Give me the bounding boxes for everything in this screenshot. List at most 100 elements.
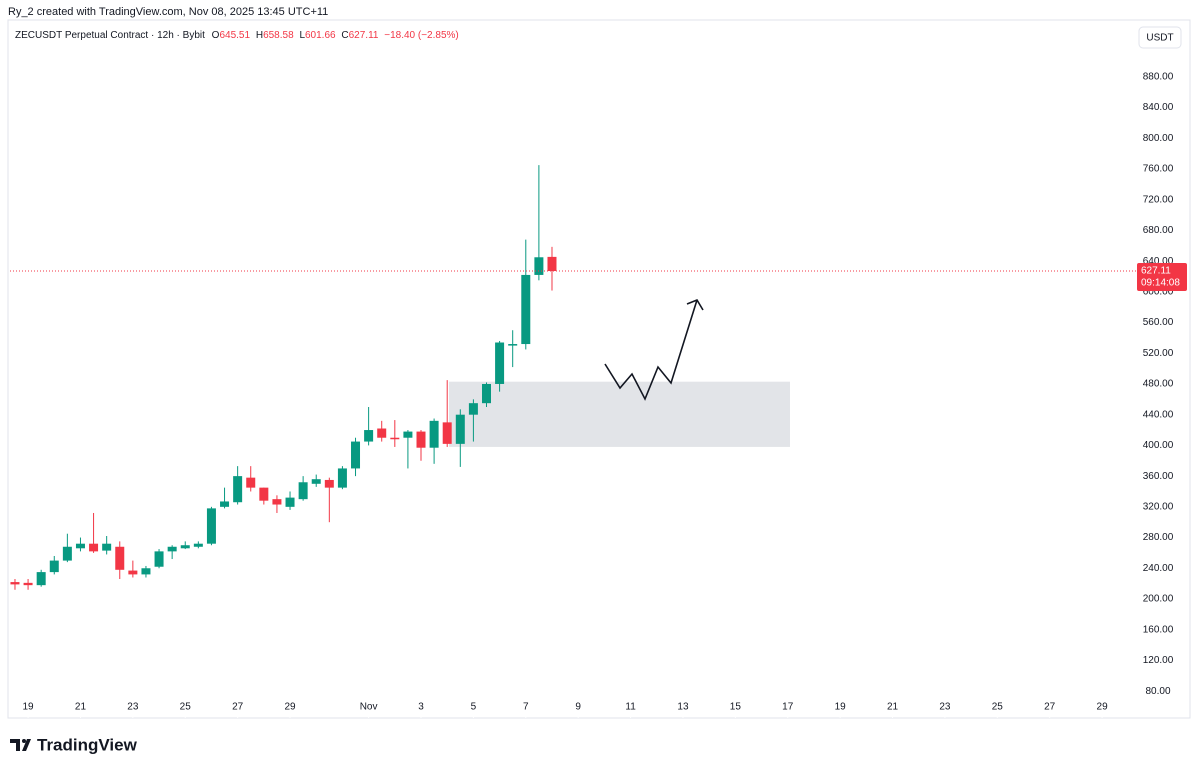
candle-body	[259, 487, 269, 501]
y-tick-label: 280.00	[1143, 532, 1174, 543]
y-tick-label: 440.00	[1143, 409, 1174, 420]
ohlc-letter: C	[341, 30, 348, 41]
candle-body	[180, 545, 190, 549]
candle-body	[36, 572, 46, 586]
candle-body	[508, 344, 518, 346]
currency-box[interactable]	[1138, 26, 1182, 49]
currency[interactable]: USDT	[1146, 33, 1173, 44]
price-tag-value: 627.11	[1141, 266, 1171, 277]
y-tick-label: 400.00	[1143, 440, 1174, 451]
candle-body	[154, 551, 164, 567]
ohlc-letter: O	[212, 30, 220, 41]
y-tick-label: 560.00	[1143, 317, 1174, 328]
candle-body	[495, 342, 505, 384]
candle-body	[272, 499, 282, 505]
candle-body	[416, 431, 426, 448]
candle-body	[534, 257, 544, 275]
candle-body	[193, 543, 203, 547]
candle-body	[311, 479, 321, 484]
x-tick-label: 5	[471, 702, 477, 713]
candle-body	[167, 546, 177, 552]
candle-body	[364, 430, 374, 442]
projection-arrow	[604, 299, 704, 401]
y-tick-label: 160.00	[1143, 624, 1174, 635]
y-tick-label: 240.00	[1143, 563, 1174, 574]
candle-body	[89, 543, 99, 552]
candle-body	[455, 414, 465, 444]
ohlc-value: 645.51	[219, 30, 250, 41]
ohlc-value: 627.11	[349, 30, 379, 41]
ohlc-letter: L	[299, 30, 305, 41]
y-tick-label: 760.00	[1143, 164, 1174, 175]
candle-body	[468, 403, 478, 415]
countdown: 09:14:08	[1141, 278, 1180, 289]
x-tick-label: 3	[418, 702, 424, 713]
x-tick-label: 15	[730, 702, 742, 713]
candle-layer	[10, 165, 557, 590]
candle-body	[481, 383, 491, 404]
zone	[449, 381, 790, 447]
candle-body	[547, 256, 557, 272]
y-tick-label: 880.00	[1143, 71, 1174, 82]
ohlc-value: 658.58	[263, 30, 294, 41]
candle-body	[75, 543, 85, 549]
candle-body	[115, 546, 125, 570]
x-tick-label: 29	[1097, 702, 1109, 713]
credit: Ry_2 created with TradingView.com, Nov 0…	[8, 6, 328, 18]
x-tick-label: 9	[575, 702, 581, 713]
candle-body	[246, 477, 256, 488]
zone-layer	[449, 381, 790, 447]
candle-body	[442, 422, 452, 444]
y-tick-label: 840.00	[1143, 102, 1174, 113]
x-tick-label: 13	[677, 702, 689, 713]
x-tick-label: 19	[835, 702, 847, 713]
candle-body	[521, 274, 531, 345]
x-tick-label: 11	[625, 702, 636, 713]
candle-body	[233, 476, 243, 503]
logo-dot	[22, 739, 26, 743]
candle-body	[62, 546, 72, 561]
candle-body	[377, 428, 387, 438]
candle-body	[390, 437, 400, 440]
price-tag	[1137, 263, 1187, 292]
x-tick-label: Nov	[360, 702, 378, 713]
x-tick-label: 29	[284, 702, 296, 713]
candle-body	[23, 582, 33, 586]
x-tick-label: 25	[180, 702, 192, 713]
x-tick-label: 23	[127, 702, 139, 713]
y-tick-label: 120.00	[1143, 655, 1174, 666]
candle-body	[102, 543, 112, 551]
x-tick-label: 27	[1044, 702, 1056, 713]
candle-body	[298, 482, 308, 500]
brand: TradingView	[37, 735, 138, 754]
y-tick-label: 600.00	[1143, 286, 1174, 297]
candle-body	[351, 441, 361, 469]
y-tick-label: 800.00	[1143, 133, 1174, 144]
candle-body	[206, 508, 216, 544]
y-tick-label: 360.00	[1143, 471, 1174, 482]
candle-body	[49, 560, 59, 573]
x-tick-label: 21	[75, 702, 87, 713]
x-tick-label: 25	[992, 702, 1004, 713]
y-tick-label: 640.00	[1143, 256, 1174, 267]
y-tick-label: 480.00	[1143, 379, 1174, 390]
change: −18.40 (−2.85%)	[384, 30, 459, 41]
x-tick-label: 23	[939, 702, 951, 713]
y-tick-label: 680.00	[1143, 225, 1174, 236]
y-tick-label: 720.00	[1143, 194, 1174, 205]
frame	[7, 19, 1191, 719]
ohlc-value: 601.66	[305, 30, 336, 41]
y-tick-label: 200.00	[1143, 594, 1174, 605]
candle-body	[429, 420, 439, 448]
y-tick-label: 80.00	[1145, 686, 1170, 697]
x-tick-label: 21	[887, 702, 899, 713]
candle-body	[403, 431, 413, 438]
candle-body	[220, 501, 230, 507]
y-tick-label: 520.00	[1143, 348, 1174, 359]
x-tick-label: 19	[23, 702, 35, 713]
candle-body	[141, 568, 151, 575]
x-tick-label: 17	[782, 702, 794, 713]
legend-line: ZECUSDT Perpetual Contract · 12h · Bybit…	[15, 30, 459, 41]
candle-body	[128, 570, 138, 575]
